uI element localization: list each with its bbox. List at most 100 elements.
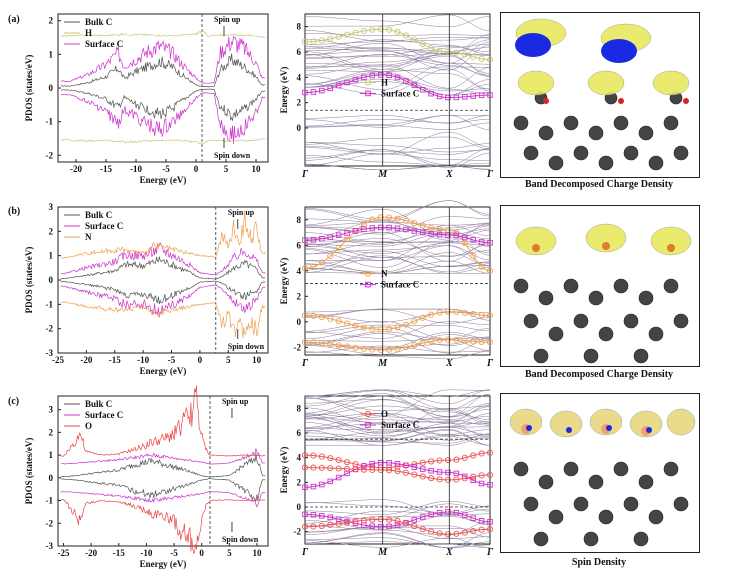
band-line [305, 78, 490, 96]
band-marker [394, 518, 401, 525]
band-line [305, 164, 491, 171]
band-marker [453, 476, 460, 483]
band-marker [310, 464, 317, 471]
band-marker [302, 484, 308, 491]
band-marker [453, 470, 460, 477]
band-marker [461, 337, 468, 344]
band-line [305, 224, 491, 245]
band-marker [301, 523, 309, 530]
band-marker [352, 466, 359, 473]
structure-image-c [500, 393, 700, 553]
band-line [304, 224, 491, 231]
band-marker [327, 234, 333, 240]
band-marker [403, 78, 409, 84]
y-axis-title: PDOS (states/eV) [24, 55, 34, 122]
x-axis-title: Energy (eV) [140, 366, 187, 376]
band-marker [319, 236, 325, 242]
band-line [305, 261, 491, 274]
band-legend-marker [365, 90, 371, 97]
band-y-tick-label: 2 [297, 98, 302, 108]
x-tick-label: 10 [252, 355, 262, 365]
x-tick-label: -15 [100, 164, 112, 174]
band-marker [402, 32, 409, 39]
legend-label: H [85, 28, 92, 38]
legend-label: Surface C [85, 410, 123, 420]
x-tick-label: -5 [170, 548, 178, 558]
pdos-series-n-up [60, 210, 266, 259]
pdos-series-surface-c-down [60, 491, 266, 508]
band-line [304, 403, 491, 425]
caption-b: Band Decomposed Charge Density [524, 369, 674, 380]
legend-label: Bulk C [85, 210, 112, 220]
spin-down-label: Spin down [222, 535, 259, 544]
band-line [304, 395, 491, 418]
band-line [304, 389, 490, 417]
band-marker [445, 94, 451, 101]
band-marker [335, 232, 342, 238]
band-line [305, 350, 491, 360]
band-y-tick-label: 0 [297, 123, 302, 133]
band-marker [470, 53, 477, 60]
band-legend-marker [365, 281, 371, 288]
band-marker [310, 512, 317, 518]
band-marker [352, 518, 359, 525]
band-marker [487, 482, 493, 488]
pdos-series-surface-c-down [60, 284, 266, 318]
band-line [305, 412, 491, 424]
pdos-series-bulk-c-down [60, 280, 266, 305]
band-marker [344, 470, 350, 477]
band-marker [386, 523, 392, 530]
band-series-o [305, 452, 491, 468]
band-marker [453, 308, 460, 315]
band-marker [470, 515, 476, 521]
panel-label-2: (c) [8, 396, 19, 407]
band-legend-marker [364, 79, 372, 86]
band-line [305, 427, 491, 440]
band-legend-marker [365, 422, 371, 428]
y-axis-title: PDOS (states/eV) [24, 438, 34, 505]
spin-up-label: Spin up [222, 397, 249, 406]
band-marker [445, 469, 451, 476]
band-marker [318, 464, 325, 471]
x-tick-label: -10 [137, 355, 149, 365]
band-line [304, 533, 491, 548]
caption-c: Spin Density [571, 557, 627, 568]
band-marker [301, 339, 309, 346]
band-marker [428, 458, 435, 465]
band-marker [445, 509, 451, 515]
band-y-tick-label: 6 [297, 428, 302, 438]
band-line [304, 334, 491, 355]
band-line [305, 436, 491, 446]
band-marker [453, 94, 460, 101]
band-marker [343, 236, 351, 243]
band-line [305, 389, 491, 404]
band-line [305, 321, 491, 340]
band-marker [444, 457, 452, 464]
band-line [305, 148, 491, 166]
band-marker [436, 93, 443, 100]
band-marker [352, 344, 359, 351]
structure-render-b [513, 223, 692, 364]
band-marker [470, 527, 477, 535]
band-line [304, 321, 491, 339]
band-line [304, 413, 490, 437]
band-marker [419, 87, 426, 93]
band-marker [453, 336, 460, 343]
band-line [305, 136, 491, 150]
band-marker [327, 514, 333, 521]
pdos-series-h-down [60, 138, 266, 145]
k-point-label: Γ [301, 547, 309, 558]
band-marker [419, 459, 426, 466]
band-marker [386, 72, 392, 79]
band-marker [436, 231, 443, 238]
band-marker [394, 522, 401, 528]
band-marker [428, 224, 435, 231]
band-marker [436, 476, 443, 483]
band-marker [386, 460, 392, 466]
band-marker [428, 475, 435, 482]
band-marker [428, 311, 435, 318]
band-marker [478, 472, 485, 479]
band-marker [361, 74, 367, 80]
y-tick-label: -1 [46, 299, 54, 309]
x-tick-label: -15 [109, 355, 121, 365]
